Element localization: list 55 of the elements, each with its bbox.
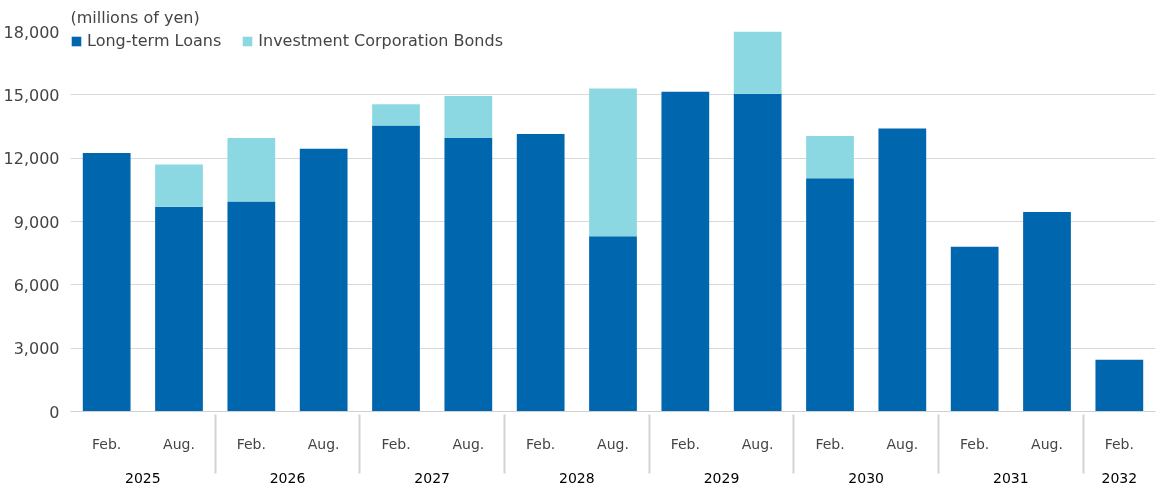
x-tick-label: Aug. <box>307 435 340 452</box>
bar <box>661 91 710 412</box>
bar <box>589 88 637 237</box>
y-axis-title: (millions of yen) <box>70 7 200 27</box>
text: 2026 <box>269 469 306 486</box>
text: 2027 <box>414 469 450 486</box>
y-tick-label: 9,000 <box>13 212 60 232</box>
x-tick-label: Feb. <box>670 435 700 452</box>
bar <box>444 138 493 412</box>
bar <box>806 136 854 179</box>
x-tick-label: Feb. <box>92 435 122 452</box>
bar <box>1023 212 1071 412</box>
bar <box>82 152 131 412</box>
legend-label: Long-term Loans <box>87 31 222 50</box>
text: 2029 <box>703 469 740 486</box>
x-tick-label: Aug. <box>597 435 629 452</box>
bar <box>372 125 420 412</box>
bar <box>733 31 782 94</box>
bar <box>589 236 637 412</box>
bar <box>1095 359 1144 412</box>
bar <box>733 93 782 412</box>
legend-label: Investment Corporation Bonds <box>258 31 503 50</box>
text: 2031 <box>993 469 1029 486</box>
x-tick-label: Feb. <box>526 435 556 452</box>
bar <box>372 104 420 126</box>
bar <box>227 138 276 202</box>
y-tick-label: 0 <box>49 402 60 422</box>
x-tick-label: Feb. <box>815 435 845 452</box>
bar <box>516 133 565 412</box>
x-tick-label: Aug. <box>452 435 485 452</box>
y-tick-label: 12,000 <box>3 149 60 169</box>
x-tick-label: Aug. <box>741 435 774 452</box>
text: 2032 <box>1101 469 1138 486</box>
y-tick-label: 15,000 <box>3 85 60 105</box>
bar <box>299 148 348 412</box>
y-tick-label: 6,000 <box>13 275 60 295</box>
bar <box>444 95 493 139</box>
text: 2025 <box>125 469 161 486</box>
x-tick-label: Aug. <box>163 435 195 452</box>
bar <box>806 178 854 412</box>
x-tick-label: Feb. <box>381 435 411 452</box>
text: 2030 <box>848 469 884 486</box>
bar <box>878 128 927 412</box>
bar <box>950 246 999 412</box>
x-tick-label: Aug. <box>886 435 919 452</box>
x-tick-label: Feb. <box>1104 435 1134 452</box>
y-tick-label: 18,000 <box>3 22 60 42</box>
bar <box>155 206 203 412</box>
text: 2028 <box>559 469 595 486</box>
x-tick-label: Aug. <box>1031 435 1063 452</box>
bar <box>227 201 276 412</box>
y-tick-label: 3,000 <box>13 339 60 359</box>
x-tick-label: Feb. <box>960 435 990 452</box>
x-tick-label: Feb. <box>236 435 266 452</box>
bar <box>155 164 203 207</box>
